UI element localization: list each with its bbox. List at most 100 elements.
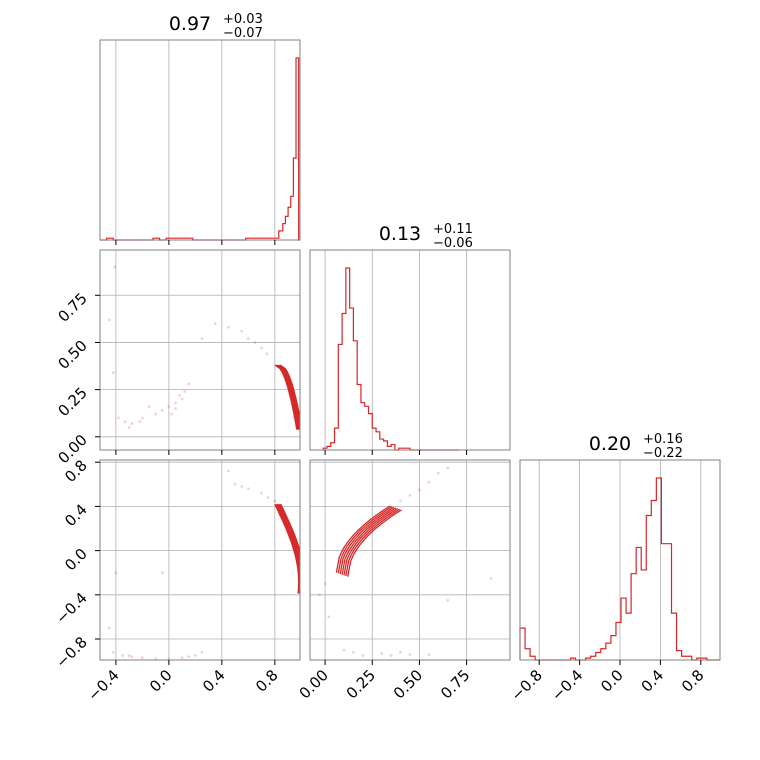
- scatter-point: [200, 337, 204, 341]
- scatter-point: [107, 318, 111, 322]
- scatter-point: [323, 582, 327, 586]
- title-lower-error-0: −0.07: [223, 26, 263, 41]
- density-contour: [274, 364, 298, 430]
- panel-2-1: [309, 459, 511, 661]
- y-tick-label: 0.4: [61, 501, 91, 531]
- scatter-point: [160, 571, 164, 575]
- scatter-point: [342, 648, 346, 652]
- density-contour: [280, 503, 300, 594]
- x-tick-label: 0.0: [146, 666, 176, 696]
- scatter-point: [183, 390, 187, 393]
- scatter-point: [127, 425, 131, 429]
- scatter-point: [174, 401, 177, 405]
- x-tick-label: 0.25: [343, 666, 379, 702]
- density-contour: [339, 506, 395, 575]
- density-contour: [343, 508, 399, 576]
- histogram-title-1: 0.13: [379, 223, 421, 245]
- scatter-point: [140, 656, 144, 660]
- y-tick-label: 0.75: [54, 289, 90, 325]
- histogram-title-0: 0.97: [169, 13, 211, 35]
- density-contour: [345, 508, 400, 577]
- title-lower-error-1: −0.06: [433, 236, 473, 251]
- scatter-point: [138, 420, 142, 424]
- density-contour: [337, 506, 393, 574]
- scatter-point: [361, 654, 365, 657]
- y-tick-label: −0.8: [52, 633, 90, 671]
- scatter-point: [121, 654, 124, 657]
- scatter-point: [253, 341, 257, 344]
- scatter-point: [200, 650, 204, 654]
- scatter-point: [130, 655, 134, 659]
- scatter-point: [147, 405, 151, 409]
- x-tick-label: −0.8: [508, 666, 546, 704]
- scatter-point: [117, 416, 120, 420]
- scatter-point: [140, 416, 144, 420]
- x-tick-label: 0.4: [638, 666, 668, 696]
- panel-frame: [99, 39, 301, 241]
- x-tick-label: −0.4: [84, 666, 122, 704]
- scatter-point: [436, 471, 440, 475]
- scatter-point: [114, 571, 118, 575]
- x-tick-label: −0.4: [548, 666, 586, 704]
- scatter-point: [111, 371, 115, 375]
- scatter-point: [266, 496, 270, 499]
- title-upper-error-2: +0.16: [643, 432, 683, 447]
- scatter-point: [178, 393, 181, 397]
- scatter-point: [187, 382, 191, 386]
- density-contour: [279, 364, 300, 430]
- scatter-point: [408, 653, 412, 656]
- scatter-point: [193, 654, 197, 657]
- scatter-point: [380, 651, 384, 655]
- scatter-point: [246, 487, 250, 491]
- x-tick-label: 0.00: [296, 666, 332, 702]
- panel-0-0: [99, 39, 301, 241]
- scatter-point: [446, 598, 450, 602]
- scatter-point: [130, 422, 134, 425]
- scatter-point: [180, 397, 184, 401]
- density-contour: [277, 364, 300, 430]
- scatter-point: [265, 352, 269, 356]
- scatter-point: [327, 615, 331, 619]
- title-upper-error-0: +0.03: [223, 12, 263, 27]
- scatter-point: [227, 325, 230, 329]
- scatter-point: [489, 576, 493, 580]
- scatter-point: [240, 329, 244, 333]
- scatter-point: [154, 412, 158, 416]
- title-upper-error-1: +0.11: [433, 222, 473, 237]
- scatter-point: [418, 488, 421, 492]
- scatter-point: [123, 420, 127, 424]
- histogram-title-2: 0.20: [589, 433, 631, 455]
- scatter-point: [187, 655, 191, 659]
- y-tick-label: −0.4: [52, 589, 90, 627]
- x-tick-label: 0.75: [437, 666, 473, 702]
- panel-2-2: [519, 459, 721, 661]
- panel-2-0: [99, 459, 301, 661]
- panel-frame: [309, 249, 511, 451]
- histogram-step-1: [322, 267, 460, 451]
- scatter-point: [273, 499, 277, 503]
- scatter-point: [113, 265, 116, 269]
- scatter-point: [446, 466, 450, 470]
- density-contour: [274, 503, 300, 594]
- panel-frame: [99, 459, 301, 661]
- scatter-point: [240, 485, 244, 488]
- scatter-point: [127, 654, 131, 657]
- scatter-point: [389, 654, 393, 657]
- scatter-point: [213, 322, 217, 325]
- scatter-point: [111, 650, 115, 654]
- scatter-point: [170, 412, 173, 416]
- scatter-point: [174, 407, 177, 410]
- scatter-point: [427, 480, 431, 484]
- title-lower-error-2: −0.22: [643, 446, 683, 461]
- y-tick-label: 0.50: [54, 337, 90, 373]
- panel-frame: [99, 249, 301, 451]
- panel-1-1: [309, 249, 511, 451]
- scatter-point: [351, 650, 355, 654]
- scatter-point: [408, 493, 412, 497]
- scatter-point: [180, 656, 184, 660]
- density-contour: [276, 364, 300, 430]
- scatter-point: [233, 482, 237, 486]
- density-contour: [341, 507, 397, 575]
- scatter-point: [260, 491, 263, 495]
